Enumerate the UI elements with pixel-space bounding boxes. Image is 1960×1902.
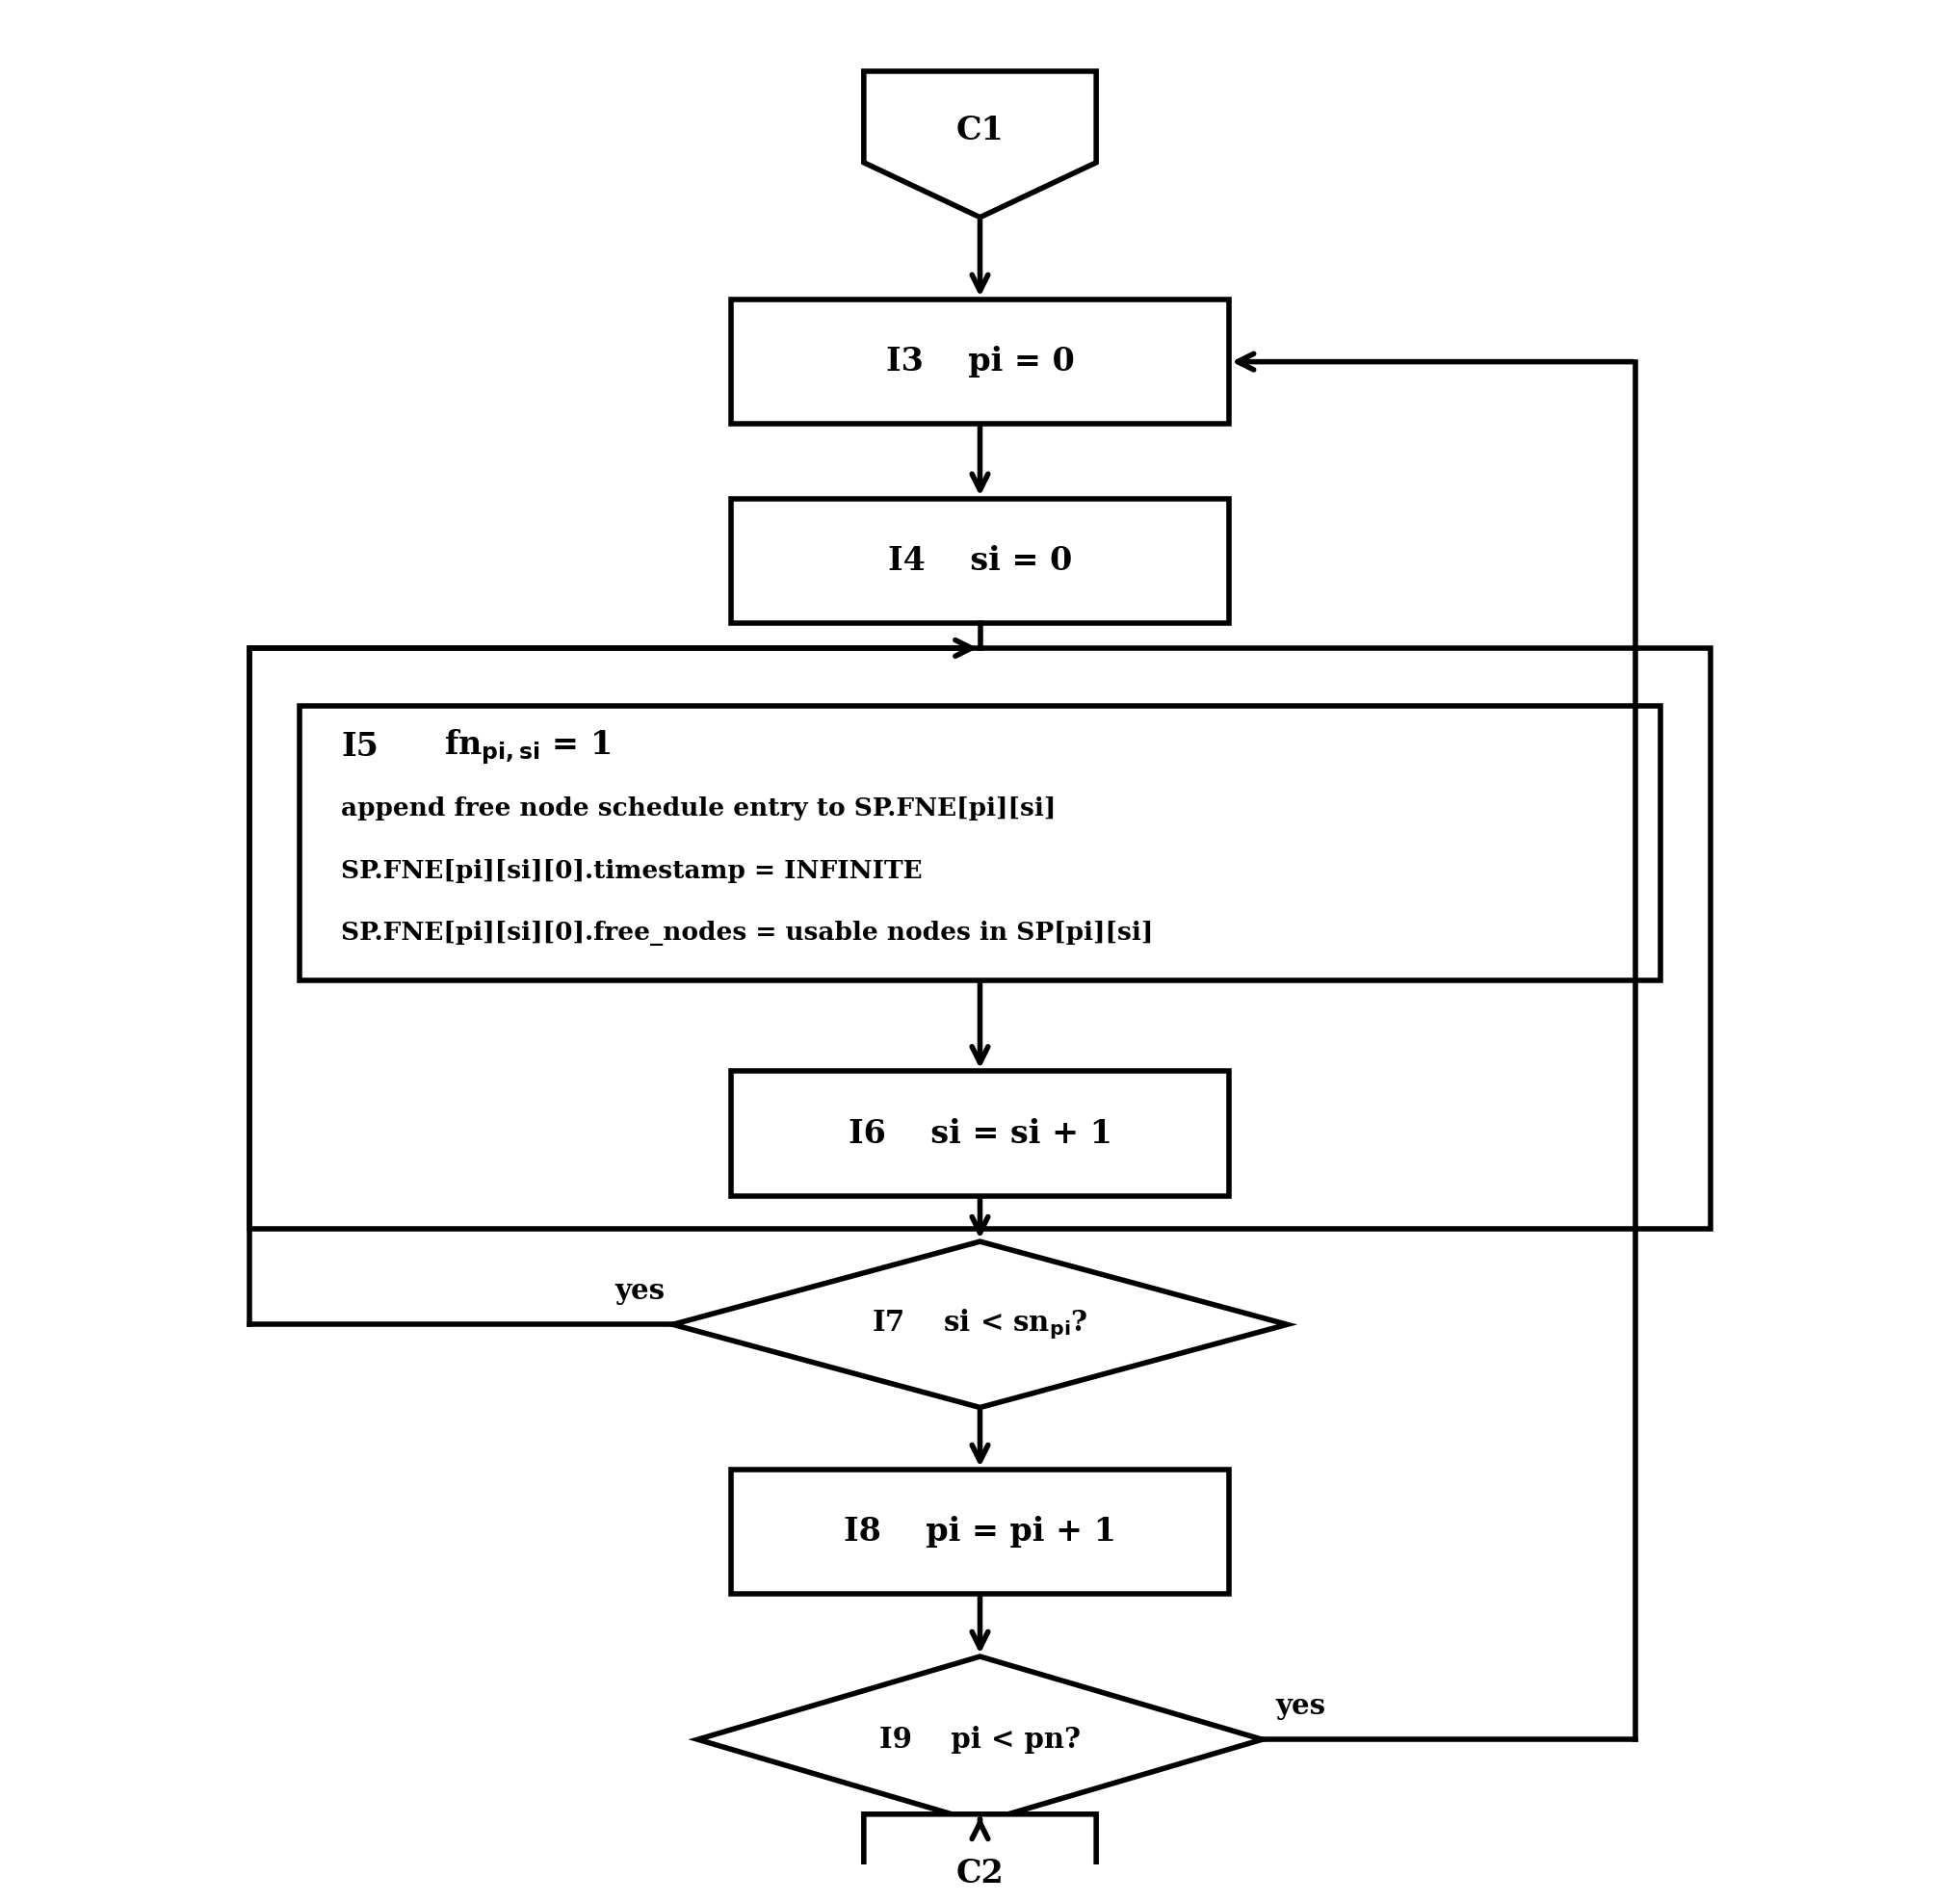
Text: yes: yes [1276, 1691, 1325, 1719]
Text: yes: yes [613, 1276, 664, 1305]
Bar [731, 1071, 1229, 1196]
Polygon shape [672, 1242, 1288, 1407]
Text: I5: I5 [341, 730, 378, 763]
Text: I3    pi = 0: I3 pi = 0 [886, 346, 1074, 378]
Text: SP.FNE[pi][si][0].timestamp = INFINITE: SP.FNE[pi][si][0].timestamp = INFINITE [341, 860, 923, 883]
Text: C2: C2 [956, 1858, 1004, 1889]
Bar [731, 498, 1229, 624]
Polygon shape [864, 70, 1096, 217]
Text: I7    si < sn$_{\mathbf{pi}}$?: I7 si < sn$_{\mathbf{pi}}$? [872, 1307, 1088, 1341]
Text: SP.FNE[pi][si][0].free_nodes = usable nodes in SP[pi][si]: SP.FNE[pi][si][0].free_nodes = usable no… [341, 921, 1152, 945]
Text: C1: C1 [956, 114, 1004, 146]
Bar [249, 649, 1711, 1229]
Text: fn$_{\mathbf{pi,si}}$ = 1: fn$_{\mathbf{pi,si}}$ = 1 [443, 727, 612, 767]
Bar [300, 706, 1660, 980]
Text: I9    pi < pn?: I9 pi < pn? [880, 1725, 1080, 1754]
Text: I6    si = si + 1: I6 si = si + 1 [849, 1118, 1111, 1149]
Text: I4    si = 0: I4 si = 0 [888, 546, 1072, 576]
Bar [731, 299, 1229, 424]
Bar [731, 1470, 1229, 1594]
Polygon shape [698, 1657, 1262, 1822]
Polygon shape [864, 1815, 1096, 1902]
Text: I8    pi = pi + 1: I8 pi = pi + 1 [843, 1516, 1117, 1548]
Text: append free node schedule entry to SP.FNE[pi][si]: append free node schedule entry to SP.FN… [341, 797, 1056, 822]
